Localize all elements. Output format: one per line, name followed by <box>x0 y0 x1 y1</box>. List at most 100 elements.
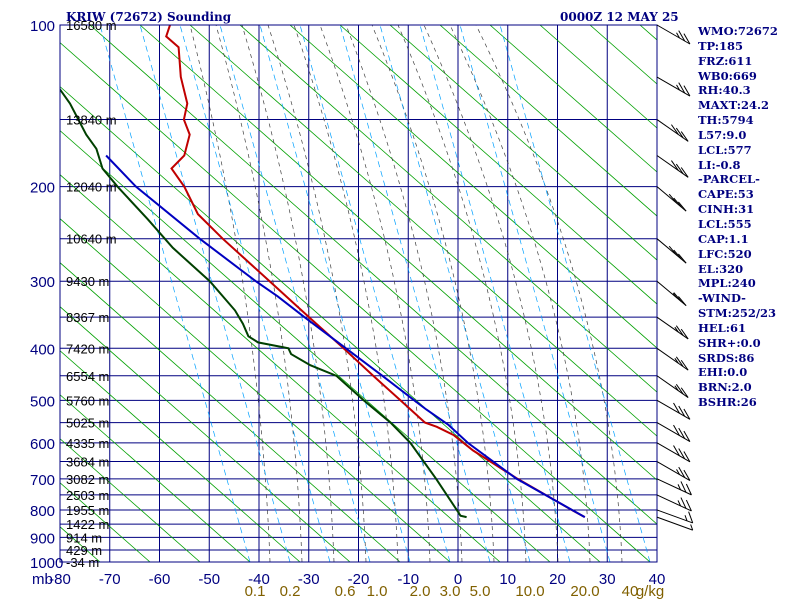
wind-barb <box>656 509 694 524</box>
param-item: -WIND- <box>698 291 746 306</box>
dry-adiabat <box>60 262 401 562</box>
temperature-label: -10 <box>397 571 419 588</box>
temperature-profile <box>165 25 586 518</box>
param-item: L57:9.0 <box>698 127 747 142</box>
wind-barb <box>656 442 691 463</box>
dry-adiabat <box>489 25 657 173</box>
temperature-label: -30 <box>298 571 320 588</box>
pressure-label: 400 <box>30 341 55 358</box>
param-item: RH:40.3 <box>698 83 751 98</box>
height-label: 5025 m <box>66 416 109 431</box>
pressure-label: 100 <box>30 18 55 35</box>
param-item: MPL:240 <box>698 276 756 291</box>
param-item: LFC:520 <box>698 246 752 261</box>
dry-adiabat <box>539 25 657 129</box>
plot-frame <box>59 24 658 563</box>
mixing-ratio-line <box>499 25 651 562</box>
moist-adiabat <box>241 25 335 562</box>
pressure-label: 800 <box>30 503 55 520</box>
height-label: 13840 m <box>66 113 117 128</box>
mixing-ratio-line <box>139 25 291 562</box>
param-item: LCL:555 <box>698 216 752 231</box>
mixing-ratio-label: 0.6 <box>335 583 356 600</box>
temperature-label: -70 <box>99 571 121 588</box>
param-item: TH:5794 <box>698 113 754 128</box>
temperature-label: 30 <box>599 571 616 588</box>
wind-barb <box>656 461 691 481</box>
dry-adiabat <box>289 25 657 349</box>
height-label: 3082 m <box>66 472 109 487</box>
param-item: CAPE:53 <box>698 187 754 202</box>
mixing-ratio-label: 0.2 <box>280 583 301 600</box>
wind-barb <box>656 186 687 212</box>
wind-barb <box>656 280 687 307</box>
mixing-ratio-label: 2.0 <box>410 583 431 600</box>
moist-adiabat <box>423 25 559 562</box>
mixing-ratio-line <box>219 25 371 562</box>
dewpoint-profile <box>60 87 467 519</box>
pressure-label: 200 <box>30 180 55 197</box>
height-label: 4335 m <box>66 436 109 451</box>
temperature-label: -40 <box>248 571 270 588</box>
pressure-label: 900 <box>30 530 55 547</box>
param-item: CAP:1.1 <box>698 231 749 246</box>
profile-lines <box>60 25 586 519</box>
param-item: MAXT:24.2 <box>698 98 769 113</box>
wind-barb <box>656 478 692 496</box>
dry-adiabat <box>239 25 657 393</box>
mixing-ratio-line <box>99 25 251 562</box>
station-title: KRIW (72672) Sounding <box>66 10 232 24</box>
param-item: EHI:0.0 <box>698 365 748 380</box>
mixing-ratio-label: 10.0 <box>515 583 544 600</box>
moist-adiabat <box>449 25 591 562</box>
dry-adiabat <box>60 438 201 562</box>
param-item: FRZ:611 <box>698 53 753 68</box>
height-label: 7420 m <box>66 341 109 356</box>
moist-adiabat <box>267 25 367 562</box>
parameter-panel: WMO:72672 TP:185 FRZ:611 WB0:669 RH:40.3 MAXT… <box>698 24 778 410</box>
temperature-label: 20 <box>549 571 566 588</box>
height-label: 429 m <box>66 543 102 558</box>
dry-adiabat <box>60 394 251 562</box>
pressure-label: 1000 <box>30 555 63 572</box>
temperature-label: -20 <box>348 571 370 588</box>
pressure-unit-label: mb <box>32 571 53 588</box>
wind-barb <box>656 76 691 97</box>
mixing-ratio-line <box>339 25 491 562</box>
height-label: 1955 m <box>66 503 109 518</box>
wind-barb <box>656 316 689 340</box>
wind-barb <box>656 155 689 178</box>
param-item: WMO:72672 <box>698 24 778 38</box>
dry-adiabat <box>339 25 657 305</box>
height-label: -34 m <box>66 555 99 570</box>
mixing-ratio-label: 20.0 <box>570 583 599 600</box>
temperature-label: -60 <box>149 571 171 588</box>
height-label: 914 m <box>66 530 102 545</box>
param-item: SRDS:86 <box>698 350 755 365</box>
moist-adiabat <box>215 25 303 562</box>
moist-adiabat <box>319 25 431 562</box>
dry-adiabat <box>60 86 601 562</box>
param-item: CINH:31 <box>698 202 755 217</box>
height-label: 2503 m <box>66 488 109 503</box>
mixing-ratio-label: g/kg <box>636 583 664 600</box>
dry-adiabat <box>60 350 301 562</box>
height-label: 9430 m <box>66 274 109 289</box>
mixing-ratio-line <box>379 25 531 562</box>
param-item: LCL:577 <box>698 142 752 157</box>
mixing-ratio-line <box>179 25 331 562</box>
param-item: TP:185 <box>698 38 744 53</box>
height-label: 1422 m <box>66 517 109 532</box>
wind-barbs <box>656 24 694 531</box>
moist-adiabat <box>475 25 623 562</box>
pressure-label: 600 <box>30 436 55 453</box>
height-label: 16580 m <box>66 18 117 33</box>
moist-adiabat <box>371 25 495 562</box>
height-label: 8367 m <box>66 310 109 325</box>
dry-adiabat <box>60 130 551 562</box>
wind-barb <box>656 494 692 512</box>
dry-adiabat <box>60 174 501 562</box>
mixing-ratio-label: 40 <box>622 583 639 600</box>
wind-barb <box>656 347 689 371</box>
